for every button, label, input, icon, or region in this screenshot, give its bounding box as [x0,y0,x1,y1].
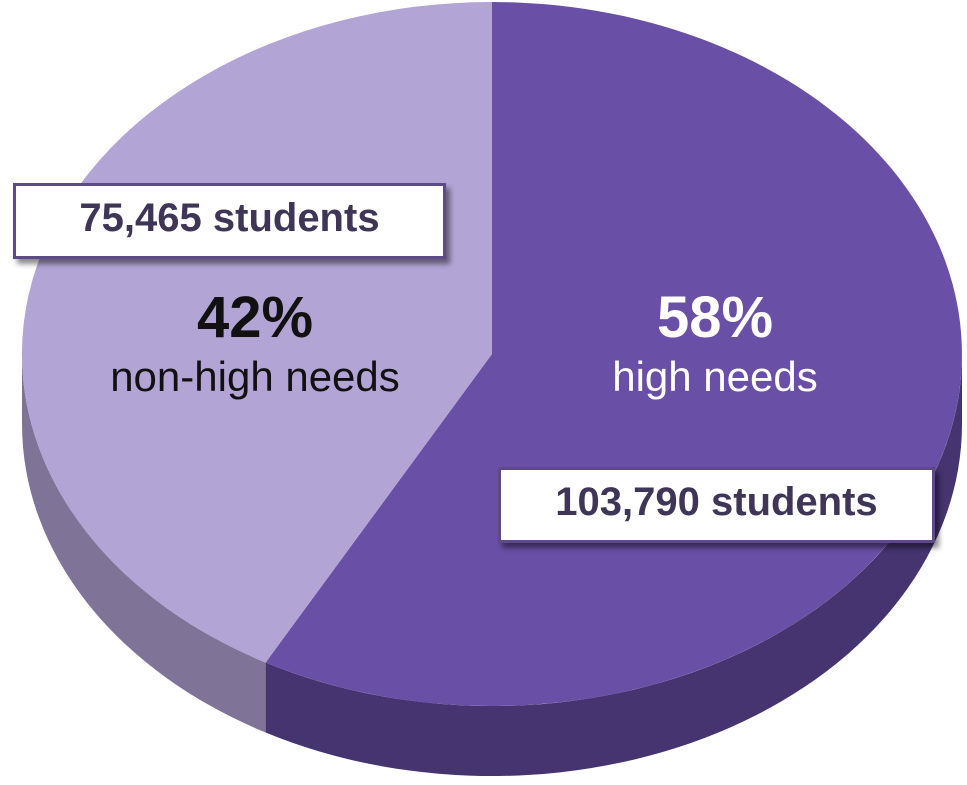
nonhigh-count-box: 75,465 students [13,183,446,259]
high-category-label: high needs [612,353,818,400]
pie-side-high-needs [265,354,963,777]
nonhigh-percent-label: 42% [196,285,314,350]
pie-slice-non-high-needs [21,2,492,663]
pie-side-non-high-needs [21,354,266,733]
high-count-box: 103,790 students [498,467,935,543]
high-percent-label: 58% [656,285,774,350]
nonhigh-category-label: non-high needs [110,353,400,400]
high-slice-label: 58% high needs [535,286,895,404]
nonhigh-count-label: 75,465 students [79,196,380,240]
high-count-label: 103,790 students [555,480,878,524]
nonhigh-slice-label: 42% non-high needs [55,286,455,404]
